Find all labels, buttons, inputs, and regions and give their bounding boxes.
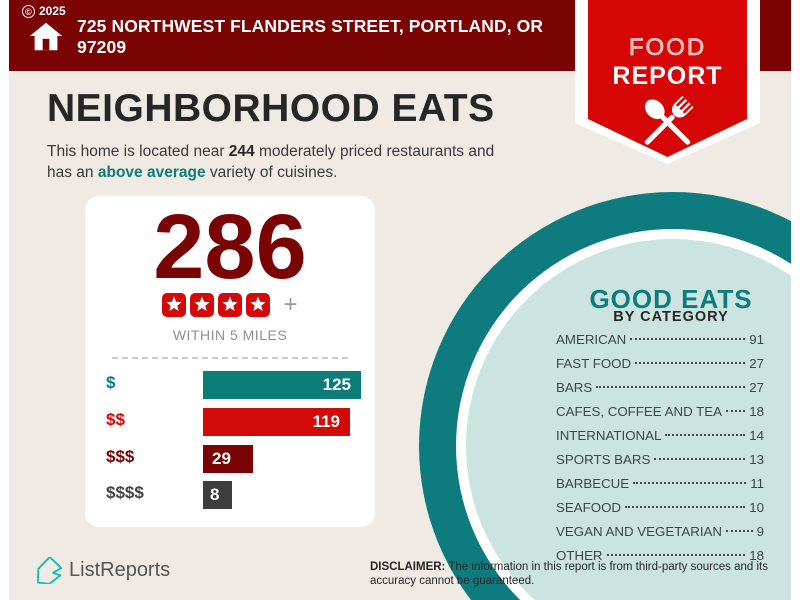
svg-text:REPORT: REPORT (612, 62, 722, 90)
svg-text:FOOD: FOOD (629, 34, 706, 61)
